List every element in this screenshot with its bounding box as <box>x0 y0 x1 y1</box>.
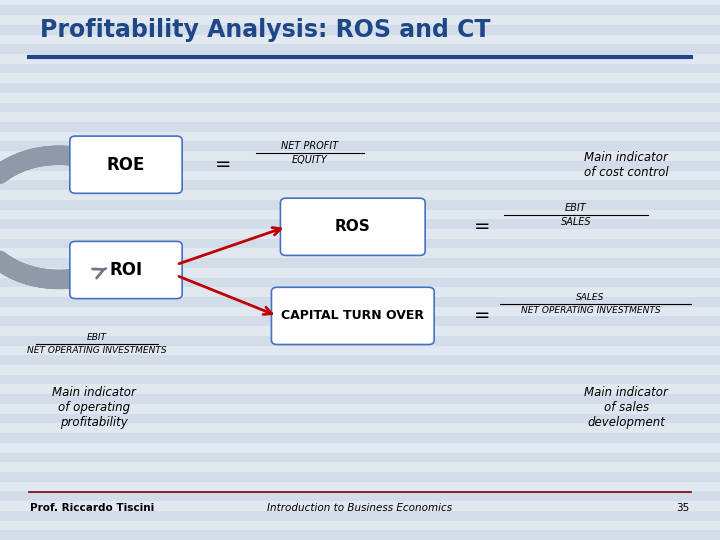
Text: Main indicator
of sales
development: Main indicator of sales development <box>585 386 668 429</box>
FancyBboxPatch shape <box>280 198 425 255</box>
Bar <box>0 258 720 268</box>
Bar <box>0 472 720 482</box>
Text: Introduction to Business Economics: Introduction to Business Economics <box>267 503 453 512</box>
Bar <box>0 161 720 171</box>
FancyBboxPatch shape <box>70 136 182 193</box>
Text: EBIT: EBIT <box>565 203 587 213</box>
Text: SALES: SALES <box>576 293 605 302</box>
Bar <box>0 141 720 151</box>
Bar <box>0 375 720 384</box>
Bar <box>0 316 720 326</box>
Bar <box>0 44 720 54</box>
Text: Main indicator
of operating
profitability: Main indicator of operating profitabilit… <box>52 386 135 429</box>
FancyBboxPatch shape <box>70 241 182 299</box>
Text: EQUITY: EQUITY <box>292 155 328 165</box>
Bar <box>0 103 720 112</box>
Text: ROE: ROE <box>107 156 145 174</box>
Text: NET OPERATING INVESTMENTS: NET OPERATING INVESTMENTS <box>27 346 167 355</box>
Bar <box>0 433 720 443</box>
Bar <box>0 64 720 73</box>
Bar <box>0 336 720 346</box>
Text: NET PROFIT: NET PROFIT <box>281 141 338 151</box>
Bar <box>0 219 720 229</box>
Bar <box>0 394 720 404</box>
Text: CAPITAL TURN OVER: CAPITAL TURN OVER <box>282 309 424 322</box>
Text: 35: 35 <box>677 503 690 512</box>
Text: Main indicator
of cost control: Main indicator of cost control <box>584 151 669 179</box>
Bar <box>0 453 720 462</box>
Text: Profitability Analysis: ROS and CT: Profitability Analysis: ROS and CT <box>40 18 490 42</box>
Bar <box>0 278 720 287</box>
Text: =: = <box>474 306 490 326</box>
Text: =: = <box>215 155 231 174</box>
Bar <box>0 25 720 35</box>
Bar <box>0 200 720 210</box>
Bar <box>0 491 720 501</box>
Text: ROI: ROI <box>109 261 143 279</box>
Bar <box>0 5 720 15</box>
Bar <box>0 530 720 540</box>
Bar <box>0 180 720 190</box>
Text: =: = <box>474 217 490 237</box>
Text: EBIT: EBIT <box>87 333 107 342</box>
Text: ROS: ROS <box>335 219 371 234</box>
Text: Prof. Riccardo Tiscini: Prof. Riccardo Tiscini <box>30 503 155 512</box>
Text: NET OPERATING INVESTMENTS: NET OPERATING INVESTMENTS <box>521 306 660 315</box>
FancyBboxPatch shape <box>271 287 434 345</box>
Text: SALES: SALES <box>561 217 591 227</box>
Bar <box>0 511 720 521</box>
Bar <box>0 83 720 93</box>
Bar <box>0 239 720 248</box>
Bar <box>0 122 720 132</box>
Bar <box>0 297 720 307</box>
Bar <box>0 414 720 423</box>
Bar <box>0 355 720 365</box>
